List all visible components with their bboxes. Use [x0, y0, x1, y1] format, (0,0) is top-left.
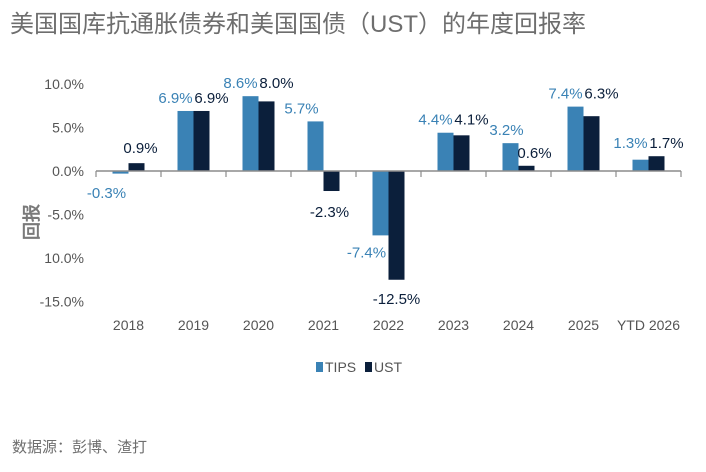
value-label-tips: -0.3% [87, 185, 126, 202]
bar-tips [502, 143, 519, 171]
bar-ust [583, 116, 600, 171]
bar-tips [242, 96, 259, 171]
value-label-ust: 1.7% [649, 135, 683, 152]
bar-tips [372, 171, 389, 236]
value-label-ust: 6.3% [584, 86, 618, 103]
x-tick-label: YTD 2026 [617, 317, 680, 333]
category-labels: 2018 2019 2020 2021 2022 2023 2024 2025 YTD 2026 [113, 317, 680, 333]
bar-ust [453, 135, 470, 171]
y-axis-ticks: 10.0% 5.0% 0.0% -5.0% 10.0% -15.0% [40, 76, 84, 310]
x-tick-label: 2024 [503, 317, 534, 333]
y-tick-label: -15.0% [40, 294, 84, 310]
x-tick-label: 2018 [113, 317, 144, 333]
x-axis-ticks [95, 171, 682, 177]
value-label-tips: 5.7% [284, 100, 318, 117]
bar-tips [177, 110, 194, 171]
value-label-tips: -7.4% [347, 244, 386, 261]
legend: TIPS UST [316, 359, 402, 375]
value-label-ust: -12.5% [373, 291, 421, 308]
bar-ust [518, 165, 535, 171]
value-label-tips: 8.6% [223, 75, 257, 92]
bar-ust [193, 110, 210, 171]
bar-tips [567, 106, 584, 171]
bars [112, 96, 665, 280]
value-label-tips: 6.9% [158, 90, 192, 107]
bar-ust [648, 156, 665, 171]
x-tick-label: 2022 [373, 317, 404, 333]
x-tick-label: 2020 [243, 317, 274, 333]
value-label-tips: 7.4% [548, 86, 582, 103]
value-label-ust: -2.3% [310, 204, 349, 221]
legend-label-tips: TIPS [325, 359, 356, 375]
y-axis-label: 回报 [21, 204, 42, 240]
value-label-ust: 4.1% [454, 112, 488, 129]
y-tick-label: 10.0% [44, 250, 84, 266]
value-labels: -0.3%0.9%6.9% 6.9%8.6% 8.0%5.7%-2.3%-7.4%-… [87, 75, 684, 308]
y-tick-label: -5.0% [47, 207, 84, 223]
chart-title: 美国国库抗通胀债券和美国国债（UST）的年度回报率 [10, 11, 586, 38]
y-tick-label: 10.0% [44, 76, 84, 92]
source-note: 数据源：彭博、渣打 [12, 439, 148, 456]
value-label-ust: 0.9% [123, 140, 157, 157]
value-label-tips: 3.2% [489, 122, 523, 139]
bar-ust [258, 101, 275, 171]
bar-tips [632, 159, 649, 171]
bar-ust [323, 171, 340, 192]
value-label-ust: 8.0% [259, 75, 293, 92]
y-tick-label: 0.0% [52, 163, 84, 179]
legend-swatch-ust [365, 362, 372, 372]
bar-tips [307, 121, 324, 171]
bar-tips [437, 132, 454, 171]
bar-chart: 10.0% 5.0% 0.0% -5.0% 10.0% -15.0% 回报 -0.3% 0.… [21, 75, 684, 375]
y-tick-label: 5.0% [52, 120, 84, 136]
bar-ust [128, 163, 145, 171]
value-label-ust: 0.6% [517, 145, 551, 162]
value-label-ust: 6.9% [194, 90, 228, 107]
legend-swatch-tips [316, 362, 323, 372]
value-label-tips: 1.3% [613, 135, 647, 152]
bar-tips [112, 171, 129, 174]
x-tick-label: 2021 [308, 317, 339, 333]
x-tick-label: 2023 [438, 317, 469, 333]
value-label-tips: 4.4% [418, 112, 452, 129]
legend-label-ust: UST [374, 359, 402, 375]
x-tick-label: 2025 [568, 317, 599, 333]
bar-ust [388, 171, 405, 280]
x-tick-label: 2019 [178, 317, 209, 333]
